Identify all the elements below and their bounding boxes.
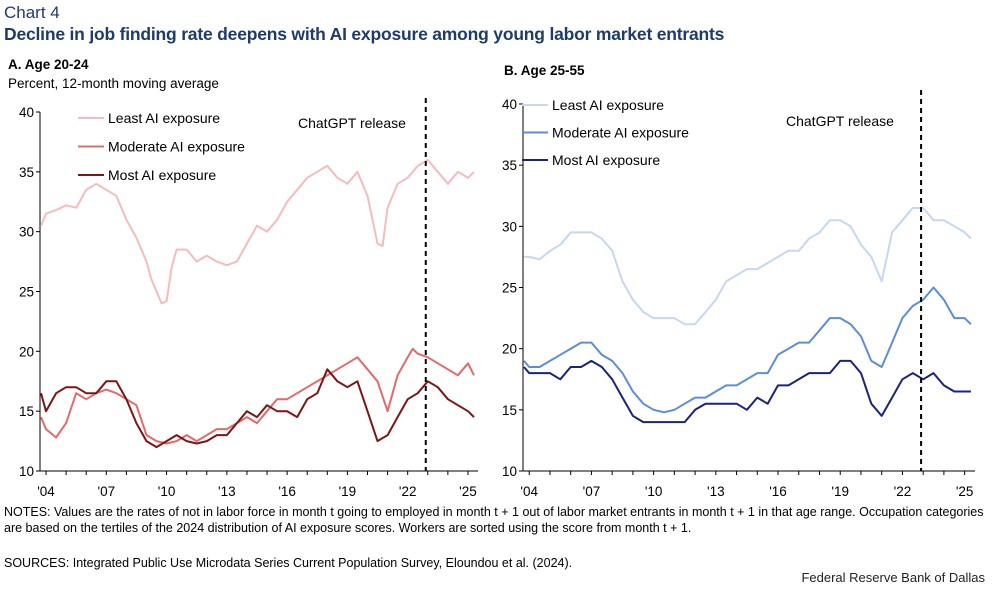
y-tick-label: 40 — [19, 105, 34, 120]
sources-text: SOURCES: Integrated Public Use Microdata… — [4, 556, 573, 570]
chart-label: Chart 4 — [4, 3, 60, 22]
y-tick-label: 35 — [502, 158, 517, 173]
x-tick-label: '13 — [218, 484, 236, 499]
y-tick-label: 25 — [502, 281, 517, 296]
x-tick-label: '16 — [278, 484, 296, 499]
x-tick-label: '10 — [158, 484, 176, 499]
y-tick-label: 15 — [19, 404, 34, 419]
legend-label-1: Least AI exposure — [108, 110, 220, 126]
chatgpt-release-label: ChatGPT release — [298, 115, 406, 131]
x-tick-label: '25 — [956, 484, 974, 499]
legend-label-3: Most AI exposure — [552, 152, 660, 168]
y-tick-label: 35 — [19, 165, 34, 180]
legend-label-1: Least AI exposure — [552, 97, 664, 113]
x-tick-label: '10 — [645, 484, 663, 499]
series-line-2 — [40, 347, 475, 445]
chart-title: Decline in job finding rate deepens with… — [4, 24, 725, 44]
series-line-2 — [523, 286, 972, 414]
legend-label-2: Moderate AI exposure — [108, 139, 245, 155]
y-tick-label: 30 — [502, 219, 517, 234]
x-tick-label: '22 — [894, 484, 912, 499]
x-tick-label: '04 — [520, 484, 538, 499]
credit-text: Federal Reserve Bank of Dallas — [801, 570, 985, 585]
y-tick-label: 25 — [19, 285, 34, 300]
panel-a-title: A. Age 20-24 — [8, 57, 89, 72]
x-tick-label: '22 — [399, 484, 417, 499]
panel-b-title: B. Age 25-55 — [504, 63, 585, 78]
y-tick-label: 15 — [502, 403, 517, 418]
series-line-3 — [523, 359, 971, 424]
legend-label-2: Moderate AI exposure — [552, 125, 689, 141]
y-tick-label: 20 — [19, 344, 34, 359]
y-tick-label: 30 — [19, 225, 34, 240]
x-tick-label: '19 — [339, 484, 357, 499]
x-tick-label: '07 — [583, 484, 601, 499]
x-tick-label: '04 — [37, 484, 55, 499]
y-tick-label: 40 — [502, 97, 517, 112]
y-tick-label: 10 — [19, 464, 34, 479]
notes-text: NOTES: Values are the rates of not in la… — [4, 505, 984, 535]
x-tick-label: '19 — [831, 484, 849, 499]
x-tick-label: '25 — [459, 484, 477, 499]
series-line-1 — [524, 207, 972, 326]
series-line-3 — [40, 368, 475, 449]
chatgpt-release-label: ChatGPT release — [786, 113, 894, 129]
panel-a-subtitle: Percent, 12-month moving average — [8, 76, 219, 91]
x-tick-label: '07 — [98, 484, 116, 499]
y-tick-label: 10 — [502, 464, 517, 479]
series-line-1 — [40, 158, 475, 305]
legend-label-3: Most AI exposure — [108, 167, 216, 183]
y-tick-label: 20 — [502, 342, 517, 357]
x-tick-label: '13 — [707, 484, 725, 499]
x-tick-label: '16 — [769, 484, 787, 499]
